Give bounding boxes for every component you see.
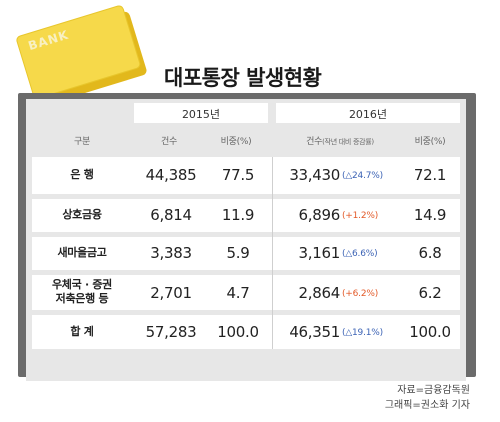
change-bank: (△24.7%): [342, 171, 383, 181]
bankbook-cover: [15, 4, 142, 101]
count-2015-post-office: 2,701: [150, 284, 192, 302]
count-2015-bank: 44,385: [145, 166, 197, 184]
year-2016-header-cell: [276, 103, 460, 123]
share-2015-total: 100.0: [217, 323, 259, 341]
share-2015-header: 비중(%): [220, 137, 252, 147]
count-2016-total: 46,351: [289, 323, 340, 341]
share-2016-post-office: 6.2: [418, 284, 442, 302]
count-2015-mutual-finance: 6,814: [150, 206, 192, 224]
change-saemaul: (△6.6%): [342, 249, 378, 259]
table-row-bank: [32, 157, 460, 194]
share-2015-mutual-finance: 11.9: [221, 206, 255, 224]
count-2016-post-office: 2,864: [298, 284, 341, 302]
count-2015-total: 57,283: [145, 323, 197, 341]
row-label-mutual-finance: 상호금융: [62, 208, 102, 221]
share-2015-saemaul: 5.9: [226, 244, 250, 262]
row-label-saemaul: 새마을금고: [57, 246, 107, 259]
count-2016-saemaul: 3,161: [298, 244, 341, 262]
count-2015-header: 건수: [161, 137, 177, 147]
year-2016-label: 2016년: [348, 108, 388, 121]
credit-note: 그래픽=권소화 기자: [384, 400, 470, 411]
share-2015-post-office: 4.7: [226, 284, 250, 302]
table-row-mutual-finance: [32, 199, 460, 232]
count-2016-header-note: (작년 대비 증감률): [322, 138, 374, 146]
table-row-total: [32, 315, 460, 349]
count-2015-saemaul: 3,383: [150, 244, 192, 262]
count-2016-header-main: 건수: [306, 137, 323, 147]
share-2015-bank: 77.5: [221, 166, 255, 184]
share-2016-bank: 72.1: [413, 166, 447, 184]
page-title: 대포통장 발생현황: [164, 66, 322, 90]
year-2015-header-cell: [134, 103, 268, 123]
count-2016-mutual-finance: 6,896: [298, 206, 341, 224]
row-label-total: 합 계: [70, 325, 94, 338]
row-label-post-office-line1: 우체국 · 증권: [51, 278, 113, 291]
share-2016-total: 100.0: [409, 323, 451, 341]
table-row-saemaul: [32, 237, 460, 270]
change-mutual-finance: (+1.2%): [342, 211, 379, 221]
category-header: 구분: [74, 137, 90, 147]
change-total: (△19.1%): [342, 328, 383, 338]
source-note: 자료=금융감독원: [397, 385, 470, 396]
row-label-bank: 은 행: [70, 168, 94, 181]
share-2016-header: 비중(%): [414, 137, 446, 147]
table-row-post-office: [32, 275, 460, 310]
change-post-office: (+6.2%): [342, 289, 379, 299]
share-2016-mutual-finance: 14.9: [413, 206, 447, 224]
share-2016-saemaul: 6.8: [418, 244, 442, 262]
count-2016-header: 건수(작년 대비 증감률): [280, 134, 400, 147]
row-label-post-office-line2: 저축은행 등: [55, 292, 109, 305]
year-2015-label: 2015년: [181, 108, 221, 121]
count-2016-bank: 33,430: [289, 166, 340, 184]
year-divider: [272, 157, 273, 349]
row-label-post-office: 우체국 · 증권 저축은행 등: [32, 278, 132, 306]
